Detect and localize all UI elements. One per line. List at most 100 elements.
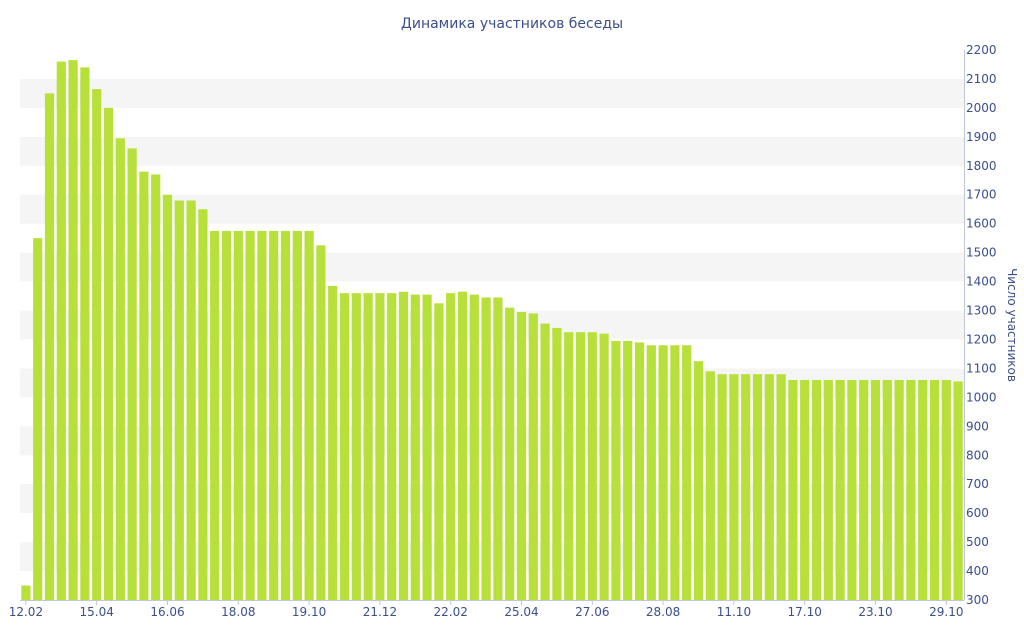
- x-tick-label: 27.06: [575, 605, 609, 619]
- y-tick-label: 800: [966, 448, 989, 462]
- bar: [103, 107, 114, 600]
- y-axis-ticks: 300 400 500 600 700 800 900 1000 1100 1200 1300 140…: [966, 43, 997, 607]
- bar: [894, 380, 904, 600]
- bar: [953, 381, 963, 600]
- grid-band: [20, 252, 964, 282]
- x-axis-ticks: 12.02 15.04 16.06 18.08 19.10 21.12 22.02 25.04…: [9, 600, 963, 619]
- y-tick-label: 1500: [966, 246, 997, 260]
- bar: [68, 60, 78, 600]
- bar: [800, 380, 810, 600]
- bar: [446, 293, 456, 600]
- bar: [670, 345, 680, 600]
- bar: [292, 230, 302, 601]
- bars: [21, 60, 963, 601]
- bar: [882, 380, 892, 600]
- bar: [693, 361, 704, 600]
- y-tick-label: 1900: [966, 130, 997, 144]
- bar: [56, 61, 66, 600]
- bar: [764, 374, 774, 600]
- x-tick-label: 25.04: [504, 605, 538, 619]
- bar: [599, 333, 609, 600]
- bar: [457, 291, 468, 600]
- bar: [623, 340, 633, 600]
- bar: [481, 297, 491, 600]
- y-tick-label: 1700: [966, 188, 997, 202]
- y-tick-label: 1800: [966, 159, 997, 173]
- bar: [422, 294, 432, 600]
- bar: [516, 311, 527, 600]
- bar: [233, 230, 243, 601]
- bar: [776, 374, 786, 600]
- bar: [304, 230, 314, 601]
- bar: [929, 380, 940, 600]
- bar: [33, 238, 43, 600]
- bar: [540, 323, 550, 600]
- bar: [859, 380, 869, 600]
- bar: [245, 230, 255, 601]
- bar: [257, 230, 267, 601]
- y-tick-label: 1200: [966, 332, 997, 346]
- bar: [44, 93, 55, 601]
- x-tick-label: 17.10: [788, 605, 822, 619]
- bar: [611, 340, 621, 600]
- y-tick-label: 1300: [966, 304, 997, 318]
- y-tick-label: 500: [966, 535, 989, 549]
- bar: [870, 380, 881, 600]
- x-tick-label: 12.02: [9, 605, 43, 619]
- bar: [21, 585, 31, 600]
- bar: [752, 374, 763, 600]
- bar: [493, 297, 503, 600]
- bar: [729, 374, 739, 600]
- bar: [682, 345, 692, 600]
- bar: [575, 332, 586, 600]
- bar: [741, 374, 751, 600]
- bar: [139, 171, 149, 600]
- bar: [328, 285, 338, 600]
- bar: [717, 374, 727, 600]
- x-tick-label: 19.10: [292, 605, 326, 619]
- grid-band: [20, 484, 964, 514]
- bar: [351, 293, 361, 600]
- bar: [434, 303, 444, 600]
- grid-bands: [20, 78, 964, 572]
- bar: [339, 293, 350, 600]
- bar: [788, 380, 798, 600]
- bar: [918, 380, 928, 600]
- x-tick-label: 16.06: [150, 605, 184, 619]
- bar: [564, 332, 574, 600]
- y-tick-label: 1100: [966, 361, 997, 375]
- bar: [280, 230, 291, 601]
- y-tick-label: 2100: [966, 72, 997, 86]
- x-tick-label: 21.12: [363, 605, 397, 619]
- y-axis-title: Число участников: [1005, 268, 1019, 382]
- y-tick-label: 400: [966, 564, 989, 578]
- grid-band: [20, 78, 964, 108]
- grid-band: [20, 368, 964, 398]
- grid-band: [20, 136, 964, 166]
- bar: [906, 380, 916, 600]
- grid-band: [20, 310, 964, 340]
- y-tick-label: 600: [966, 506, 989, 520]
- bar: [375, 293, 385, 600]
- bar: [587, 332, 597, 600]
- y-tick-label: 900: [966, 419, 989, 433]
- bar: [705, 371, 715, 600]
- bar: [387, 293, 397, 600]
- bar: [634, 342, 645, 600]
- y-tick-label: 300: [966, 593, 989, 607]
- bar: [658, 345, 668, 600]
- x-tick-label: 29.10: [929, 605, 963, 619]
- grid-band: [20, 194, 964, 224]
- bar: [835, 380, 845, 600]
- bar: [162, 194, 173, 601]
- bar: [847, 380, 857, 600]
- bar: [127, 148, 137, 601]
- bar: [811, 380, 822, 600]
- y-tick-label: 1400: [966, 275, 997, 289]
- x-tick-label: 18.08: [221, 605, 255, 619]
- bar: [210, 230, 220, 601]
- bar: [198, 209, 208, 600]
- bar: [398, 291, 409, 600]
- bar: [505, 307, 515, 600]
